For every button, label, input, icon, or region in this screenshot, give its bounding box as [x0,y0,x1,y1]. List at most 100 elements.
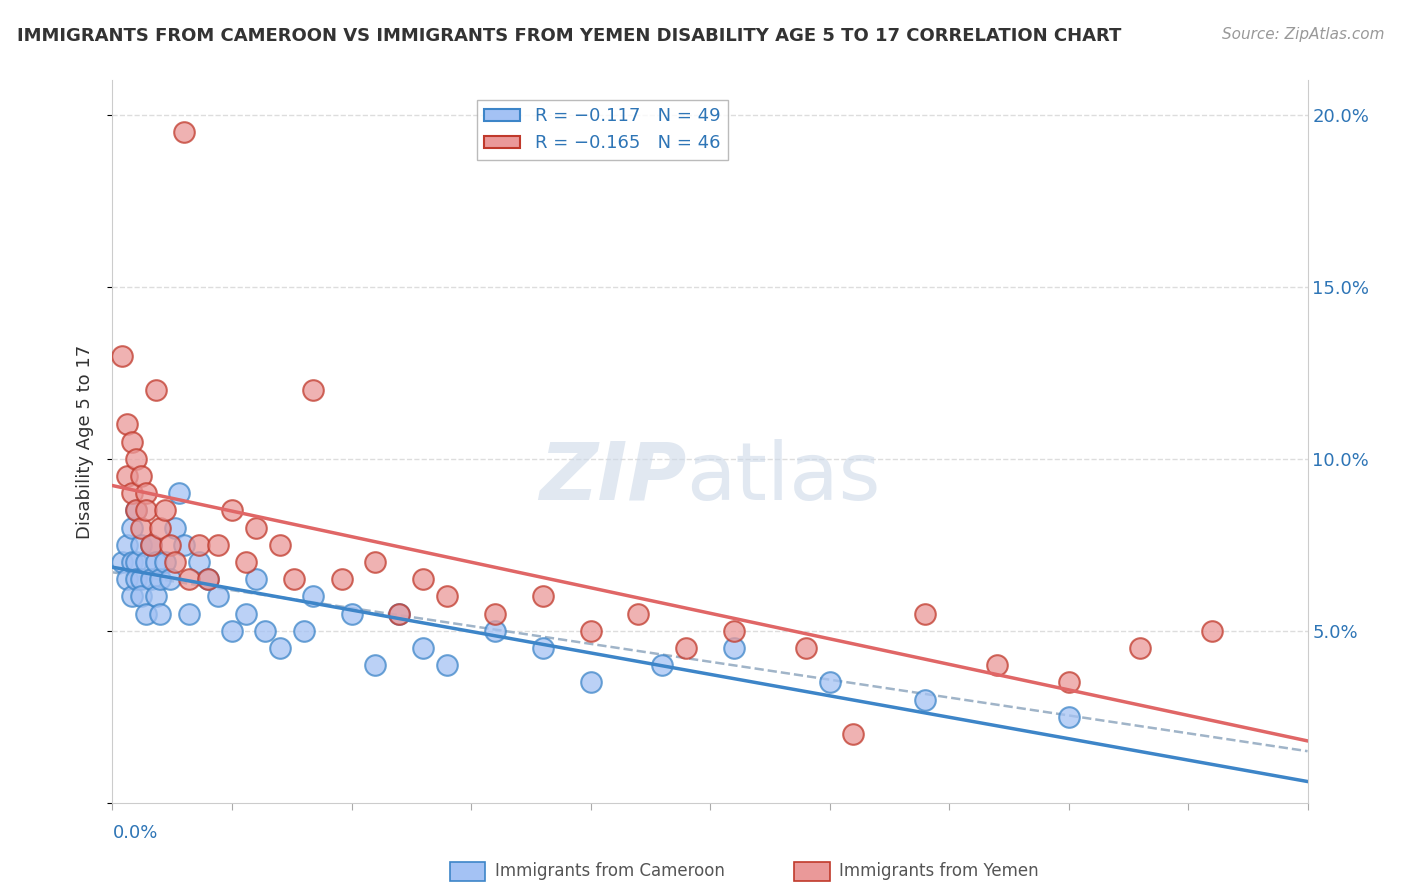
Point [245,572,267,586]
Point [794,640,817,655]
Point [269,640,291,655]
Point [129,538,152,552]
Point [436,658,458,673]
Point [388,607,411,621]
Point [986,658,1008,673]
Point [145,555,167,569]
Point [302,383,325,397]
Point [125,555,148,569]
Point [914,692,936,706]
Point [153,503,176,517]
Point [121,520,143,534]
Text: 0.0%: 0.0% [112,824,157,842]
Point [177,607,200,621]
Point [129,590,152,604]
Y-axis label: Disability Age 5 to 17: Disability Age 5 to 17 [76,344,94,539]
Point [125,451,148,466]
Point [139,538,162,552]
Point [145,590,167,604]
Point [149,572,172,586]
Point [139,572,162,586]
Point [163,520,186,534]
Point [436,590,458,604]
Point [129,520,152,534]
Point [675,640,697,655]
Point [197,572,219,586]
Point [149,607,172,621]
Point [531,640,554,655]
Point [818,675,841,690]
Point [125,503,148,517]
Point [207,590,229,604]
Point [412,640,434,655]
Point [121,434,143,449]
Point [187,538,209,552]
Point [173,538,195,552]
Point [579,624,602,638]
Point [842,727,865,741]
Point [723,640,745,655]
Point [153,555,176,569]
Point [651,658,673,673]
Point [914,607,936,621]
Point [364,555,387,569]
Point [412,572,434,586]
Point [121,555,143,569]
Point [115,538,138,552]
Point [221,624,243,638]
Point [121,590,143,604]
Point [135,503,157,517]
Point [115,469,138,483]
Point [254,624,277,638]
Point [111,555,134,569]
Point [125,503,148,517]
Point [330,572,353,586]
Text: IMMIGRANTS FROM CAMEROON VS IMMIGRANTS FROM YEMEN DISABILITY AGE 5 TO 17 CORRELA: IMMIGRANTS FROM CAMEROON VS IMMIGRANTS F… [17,27,1121,45]
Point [111,349,134,363]
Point [302,590,325,604]
Point [292,624,315,638]
Point [1057,710,1080,724]
Point [177,572,200,586]
Point [173,125,195,139]
Point [627,607,650,621]
Point [145,383,167,397]
Point [235,555,257,569]
Point [135,607,157,621]
Point [484,624,506,638]
Point [245,520,267,534]
Point [187,555,209,569]
Point [163,555,186,569]
Point [235,607,257,621]
Point [129,469,152,483]
Text: Immigrants from Cameroon: Immigrants from Cameroon [495,863,724,880]
Point [283,572,305,586]
Point [531,590,554,604]
Point [1129,640,1152,655]
Point [723,624,745,638]
Point [121,486,143,500]
Point [269,538,291,552]
Point [484,607,506,621]
Point [1201,624,1223,638]
Text: Immigrants from Yemen: Immigrants from Yemen [839,863,1039,880]
Point [125,572,148,586]
Point [139,538,162,552]
Point [115,417,138,432]
Text: Source: ZipAtlas.com: Source: ZipAtlas.com [1222,27,1385,42]
Point [1057,675,1080,690]
Point [129,572,152,586]
Text: ZIP: ZIP [538,439,686,516]
Point [579,675,602,690]
Point [364,658,387,673]
Point [169,486,191,500]
Point [149,520,172,534]
Legend: R = −0.117   N = 49, R = −0.165   N = 46: R = −0.117 N = 49, R = −0.165 N = 46 [477,100,728,160]
Point [388,607,411,621]
Point [135,555,157,569]
Point [197,572,219,586]
Point [159,538,181,552]
Point [159,572,181,586]
Text: atlas: atlas [686,439,880,516]
Point [340,607,363,621]
